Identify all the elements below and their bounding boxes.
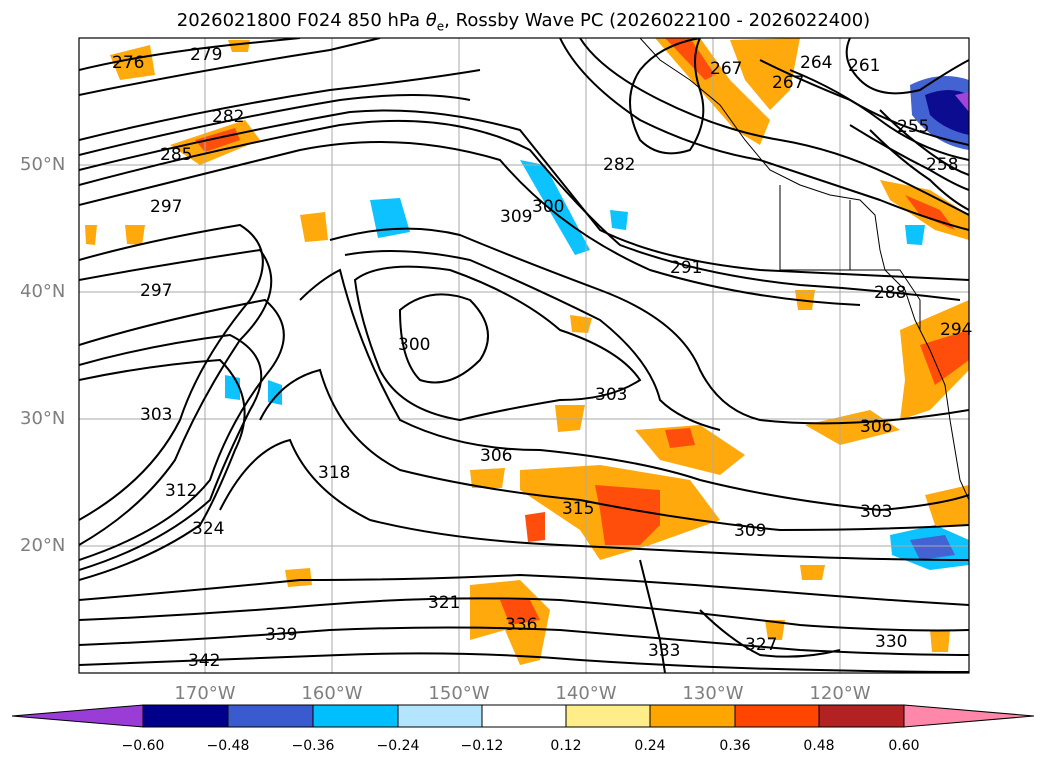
contour-label: 264 xyxy=(800,53,832,73)
contour-label: 279 xyxy=(190,45,222,65)
contour-label: 303 xyxy=(860,502,892,522)
contour-label: 315 xyxy=(562,499,594,519)
lon-label: 140°W xyxy=(555,683,617,704)
colorbar-tick-label: 0.24 xyxy=(634,738,666,754)
graticule xyxy=(79,38,969,673)
colorbar-segment xyxy=(818,704,905,728)
colorbar-segment xyxy=(312,704,399,728)
colorbar-tick-label: −0.24 xyxy=(376,738,420,754)
contour-label: 333 xyxy=(648,641,680,661)
map-title: 2026021800 F024 850 hPa θe, Rossby Wave … xyxy=(176,10,871,34)
lon-label: 130°W xyxy=(682,683,744,704)
colorbar-segment xyxy=(142,704,229,728)
lat-label: 50°N xyxy=(20,154,66,175)
contour-label: 324 xyxy=(192,519,224,539)
contour-label: 306 xyxy=(480,446,512,466)
map-frame xyxy=(78,37,970,674)
contour-label: 261 xyxy=(848,56,880,76)
contour-label: 291 xyxy=(670,258,702,278)
contour-label: 267 xyxy=(772,73,804,93)
contour-label: 303 xyxy=(140,405,172,425)
colorbar-tick-label: 0.12 xyxy=(550,738,582,754)
colorbar-tick-label: −0.12 xyxy=(460,738,504,754)
theta-e-contours xyxy=(79,38,969,673)
colorbar-tick-label: −0.36 xyxy=(291,738,335,754)
contour-label: 294 xyxy=(940,320,972,340)
contour-label: 255 xyxy=(897,117,929,137)
lon-label: 120°W xyxy=(809,683,871,704)
colorbar-segment xyxy=(565,704,651,728)
contour-label: 297 xyxy=(150,197,182,217)
contour-label: 285 xyxy=(160,145,192,165)
lon-label: 160°W xyxy=(301,683,363,704)
colorbar-segment xyxy=(734,704,820,728)
contour-label-group: 276 279 282 285 297 297 300 300 303 303 … xyxy=(112,45,972,671)
contour-label: 339 xyxy=(265,625,297,645)
contour-label: 312 xyxy=(165,481,197,501)
contour-label: 282 xyxy=(603,155,635,175)
colorbar-extend-low xyxy=(11,704,144,728)
contour-label: 297 xyxy=(140,281,172,301)
contour-label: 282 xyxy=(212,107,244,127)
contour-label: 309 xyxy=(500,207,532,227)
contour-label: 321 xyxy=(428,593,460,613)
colorbar-segment xyxy=(649,704,736,728)
contour-label: 309 xyxy=(734,521,766,541)
contour-label: 330 xyxy=(875,632,907,652)
colorbar-tick-label: −0.48 xyxy=(206,738,250,754)
contour-label: 258 xyxy=(926,155,958,175)
map-contents xyxy=(79,38,969,673)
contour-label: 318 xyxy=(318,463,350,483)
contour-label: 303 xyxy=(595,385,627,405)
contour-label: 306 xyxy=(860,417,892,437)
colorbar-segment xyxy=(481,704,567,728)
contour-label: 336 xyxy=(505,615,537,635)
colorbar-segment xyxy=(227,704,314,728)
contour-label: 327 xyxy=(745,635,777,655)
lon-label: 150°W xyxy=(428,683,490,704)
colorbar-extend-high xyxy=(903,704,1035,728)
colorbar xyxy=(11,704,1035,728)
lat-label: 30°N xyxy=(20,408,66,429)
contour-label: 300 xyxy=(398,335,430,355)
colorbar-tick-label: 0.48 xyxy=(803,738,835,754)
lat-label: 20°N xyxy=(20,535,66,556)
colorbar-tick-label: 0.36 xyxy=(719,738,751,754)
contour-label: 267 xyxy=(710,59,742,79)
colorbar-tick-label: 0.60 xyxy=(888,738,920,754)
contour-label: 276 xyxy=(112,53,144,73)
contour-label: 342 xyxy=(188,651,220,671)
lon-label: 170°W xyxy=(174,683,236,704)
lat-label: 40°N xyxy=(20,281,66,302)
contour-label: 288 xyxy=(874,283,906,303)
colorbar-segment xyxy=(397,704,483,728)
contour-label: 300 xyxy=(532,197,564,217)
colorbar-tick-label: −0.60 xyxy=(121,738,165,754)
coastlines xyxy=(639,38,969,501)
